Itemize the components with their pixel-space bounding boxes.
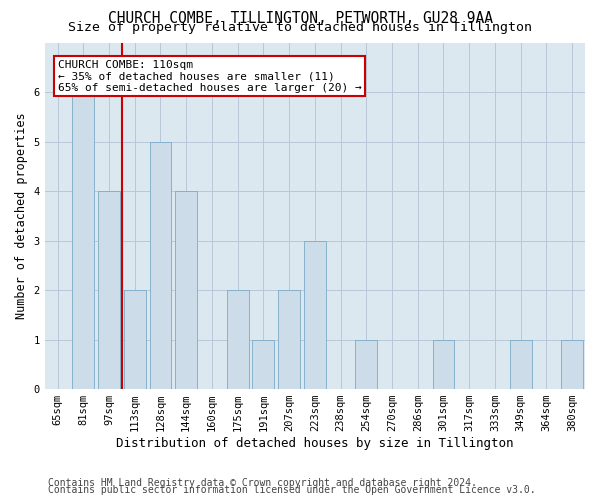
Bar — [227, 290, 248, 389]
Bar — [278, 290, 300, 389]
Bar — [73, 92, 94, 389]
Bar — [253, 340, 274, 389]
Bar — [304, 240, 326, 389]
Text: CHURCH COMBE, TILLINGTON, PETWORTH, GU28 9AA: CHURCH COMBE, TILLINGTON, PETWORTH, GU28… — [107, 11, 493, 26]
Bar — [149, 142, 172, 389]
Bar — [433, 340, 454, 389]
Bar — [561, 340, 583, 389]
Text: Size of property relative to detached houses in Tillington: Size of property relative to detached ho… — [68, 21, 532, 34]
Y-axis label: Number of detached properties: Number of detached properties — [15, 112, 28, 319]
X-axis label: Distribution of detached houses by size in Tillington: Distribution of detached houses by size … — [116, 437, 514, 450]
Text: Contains HM Land Registry data © Crown copyright and database right 2024.: Contains HM Land Registry data © Crown c… — [48, 478, 477, 488]
Bar — [355, 340, 377, 389]
Bar — [175, 191, 197, 389]
Bar — [98, 191, 120, 389]
Text: Contains public sector information licensed under the Open Government Licence v3: Contains public sector information licen… — [48, 485, 536, 495]
Bar — [510, 340, 532, 389]
Text: CHURCH COMBE: 110sqm
← 35% of detached houses are smaller (11)
65% of semi-detac: CHURCH COMBE: 110sqm ← 35% of detached h… — [58, 60, 361, 93]
Bar — [124, 290, 146, 389]
